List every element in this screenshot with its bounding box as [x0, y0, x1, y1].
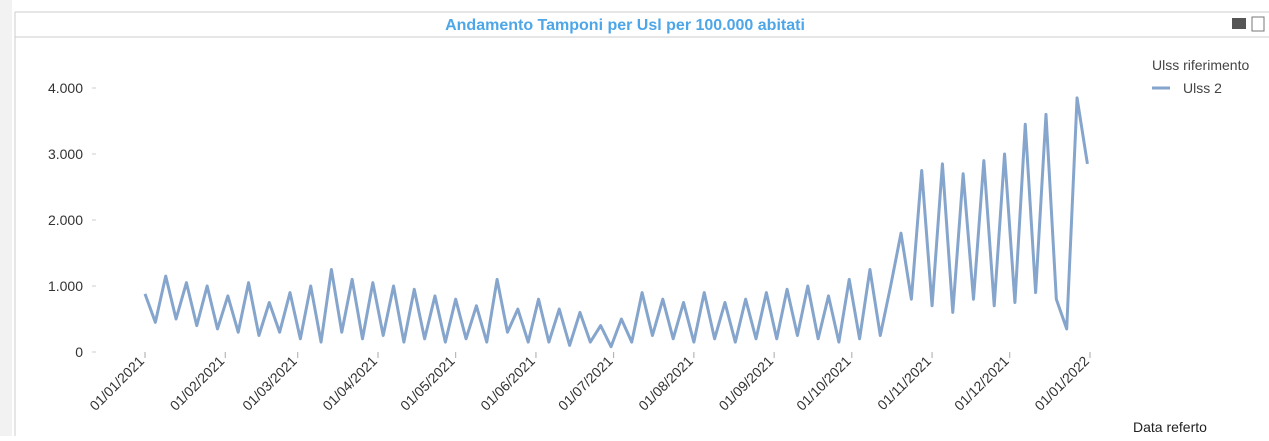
- x-tick-label: 01/05/2021: [397, 353, 458, 414]
- side-bar: [0, 0, 12, 436]
- y-tick-label: 3.000: [48, 146, 83, 162]
- y-tick-label: 0: [75, 344, 83, 360]
- legend-label: Ulss 2: [1183, 80, 1222, 96]
- legend-title: Ulss riferimento: [1152, 57, 1249, 73]
- chart-title: Andamento Tamponi per Usl per 100.000 ab…: [445, 17, 805, 34]
- export-icon[interactable]: [1251, 16, 1265, 32]
- y-tick-label: 2.000: [48, 212, 83, 228]
- x-tick-label: 01/10/2021: [793, 353, 854, 414]
- x-tick-label: 01/04/2021: [319, 353, 380, 414]
- print-icon[interactable]: [1232, 18, 1246, 29]
- x-tick-label: 01/03/2021: [239, 353, 300, 414]
- x-tick-label: 01/01/2022: [1031, 353, 1092, 414]
- x-tick-label: 01/01/2021: [86, 353, 147, 414]
- x-tick-label: 01/11/2021: [874, 353, 934, 413]
- x-tick-label: 01/09/2021: [715, 353, 776, 414]
- x-tick-label: 01/02/2021: [167, 353, 228, 414]
- x-tick-label: 01/08/2021: [635, 353, 696, 414]
- x-tick-label: 01/06/2021: [477, 353, 538, 414]
- y-tick-label: 1.000: [48, 278, 83, 294]
- y-tick-label: 4.000: [48, 80, 83, 96]
- x-axis-label: Data referto: [1133, 419, 1207, 435]
- x-tick-label: 01/07/2021: [555, 353, 616, 414]
- x-tick-label: 01/12/2021: [951, 353, 1012, 414]
- data-line: [143, 96, 1089, 349]
